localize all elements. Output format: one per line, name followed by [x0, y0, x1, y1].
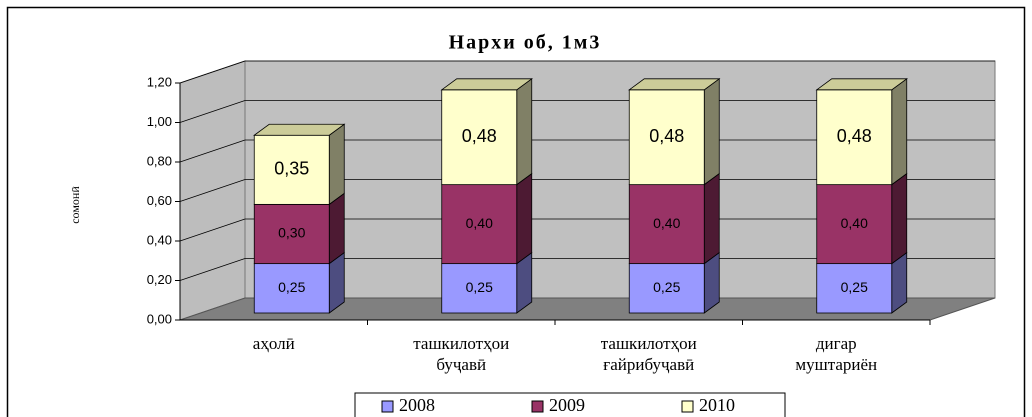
x-tick-label-line: ташкилотҳои — [413, 334, 509, 353]
value-label: 0,25 — [841, 279, 868, 295]
bar — [441, 184, 518, 265]
legend-label: 2009 — [549, 395, 585, 415]
value-label: 0,48 — [837, 126, 872, 146]
y-tick-label: 1,00 — [147, 114, 172, 129]
y-tick-label: 0,60 — [147, 193, 172, 208]
bar — [628, 89, 705, 186]
value-label: 0,40 — [841, 215, 868, 231]
bar-top — [628, 78, 721, 91]
value-label: 0,48 — [462, 126, 497, 146]
bar — [816, 89, 893, 186]
x-tick-label: дигар муштариён — [795, 334, 877, 374]
bar — [253, 203, 330, 265]
y-axis-title: сомонӣ — [68, 186, 82, 224]
value-label: 0,25 — [278, 279, 305, 295]
bar — [253, 134, 330, 205]
value-label: 0,25 — [466, 279, 493, 295]
x-tick-label-line: дигар — [816, 334, 857, 353]
x-tick-label: аҳолӣ — [253, 334, 295, 353]
bar-side — [703, 172, 720, 265]
legend-swatch — [531, 400, 544, 413]
x-tick-label-line: буҷавӣ — [436, 355, 486, 374]
y-tick-label: 0,40 — [147, 232, 172, 247]
value-label: 0,48 — [649, 126, 684, 146]
bar-side — [891, 78, 908, 186]
value-label: 0,30 — [278, 225, 305, 241]
x-tick-label-line: муштариён — [795, 355, 877, 374]
bar — [253, 263, 330, 314]
legend-box — [354, 392, 786, 417]
bar-top — [815, 78, 908, 91]
grid-line-left — [179, 139, 246, 163]
bar — [441, 89, 518, 186]
bar-side — [328, 123, 345, 206]
grid-line-left — [179, 100, 246, 123]
x-tick-label-line: ғайрибуҷавӣ — [603, 355, 694, 374]
legend-swatch — [681, 400, 694, 413]
bar-top — [440, 78, 533, 91]
bar — [441, 263, 518, 314]
legend-label: 2010 — [699, 395, 735, 415]
legend-swatch — [381, 400, 394, 413]
bar — [816, 263, 893, 314]
bar-side — [328, 192, 345, 265]
bar — [628, 263, 705, 314]
legend-label: 2008 — [399, 395, 435, 415]
grid-line-left — [179, 60, 246, 84]
grid-line-left — [179, 218, 246, 242]
bar-side — [891, 172, 908, 265]
bar-side — [516, 172, 533, 265]
x-tick-label: ташкилотҳои ғайрибуҷавӣ — [601, 334, 697, 374]
grid-line-left — [179, 258, 246, 281]
bar-side — [703, 78, 720, 186]
y-tick-label: 0,80 — [147, 153, 172, 168]
x-tick-label-line: ташкилотҳои — [601, 334, 697, 353]
bar-side — [516, 78, 533, 186]
value-label: 0,25 — [653, 279, 680, 295]
bar — [628, 184, 705, 265]
value-label: 0,40 — [653, 215, 680, 231]
y-tick-label: 0,00 — [147, 311, 172, 326]
x-tick-label: ташкилотҳои буҷавӣ — [413, 334, 509, 374]
y-tick-label: 1,20 — [147, 74, 172, 89]
y-tick-label: 0,20 — [147, 272, 172, 287]
chart-title: Нархи об, 1м3 — [449, 32, 602, 54]
bar-top — [253, 123, 346, 136]
grid-line-left — [179, 179, 246, 202]
value-label: 0,35 — [274, 159, 309, 179]
value-label: 0,40 — [466, 215, 493, 231]
bar — [816, 184, 893, 265]
